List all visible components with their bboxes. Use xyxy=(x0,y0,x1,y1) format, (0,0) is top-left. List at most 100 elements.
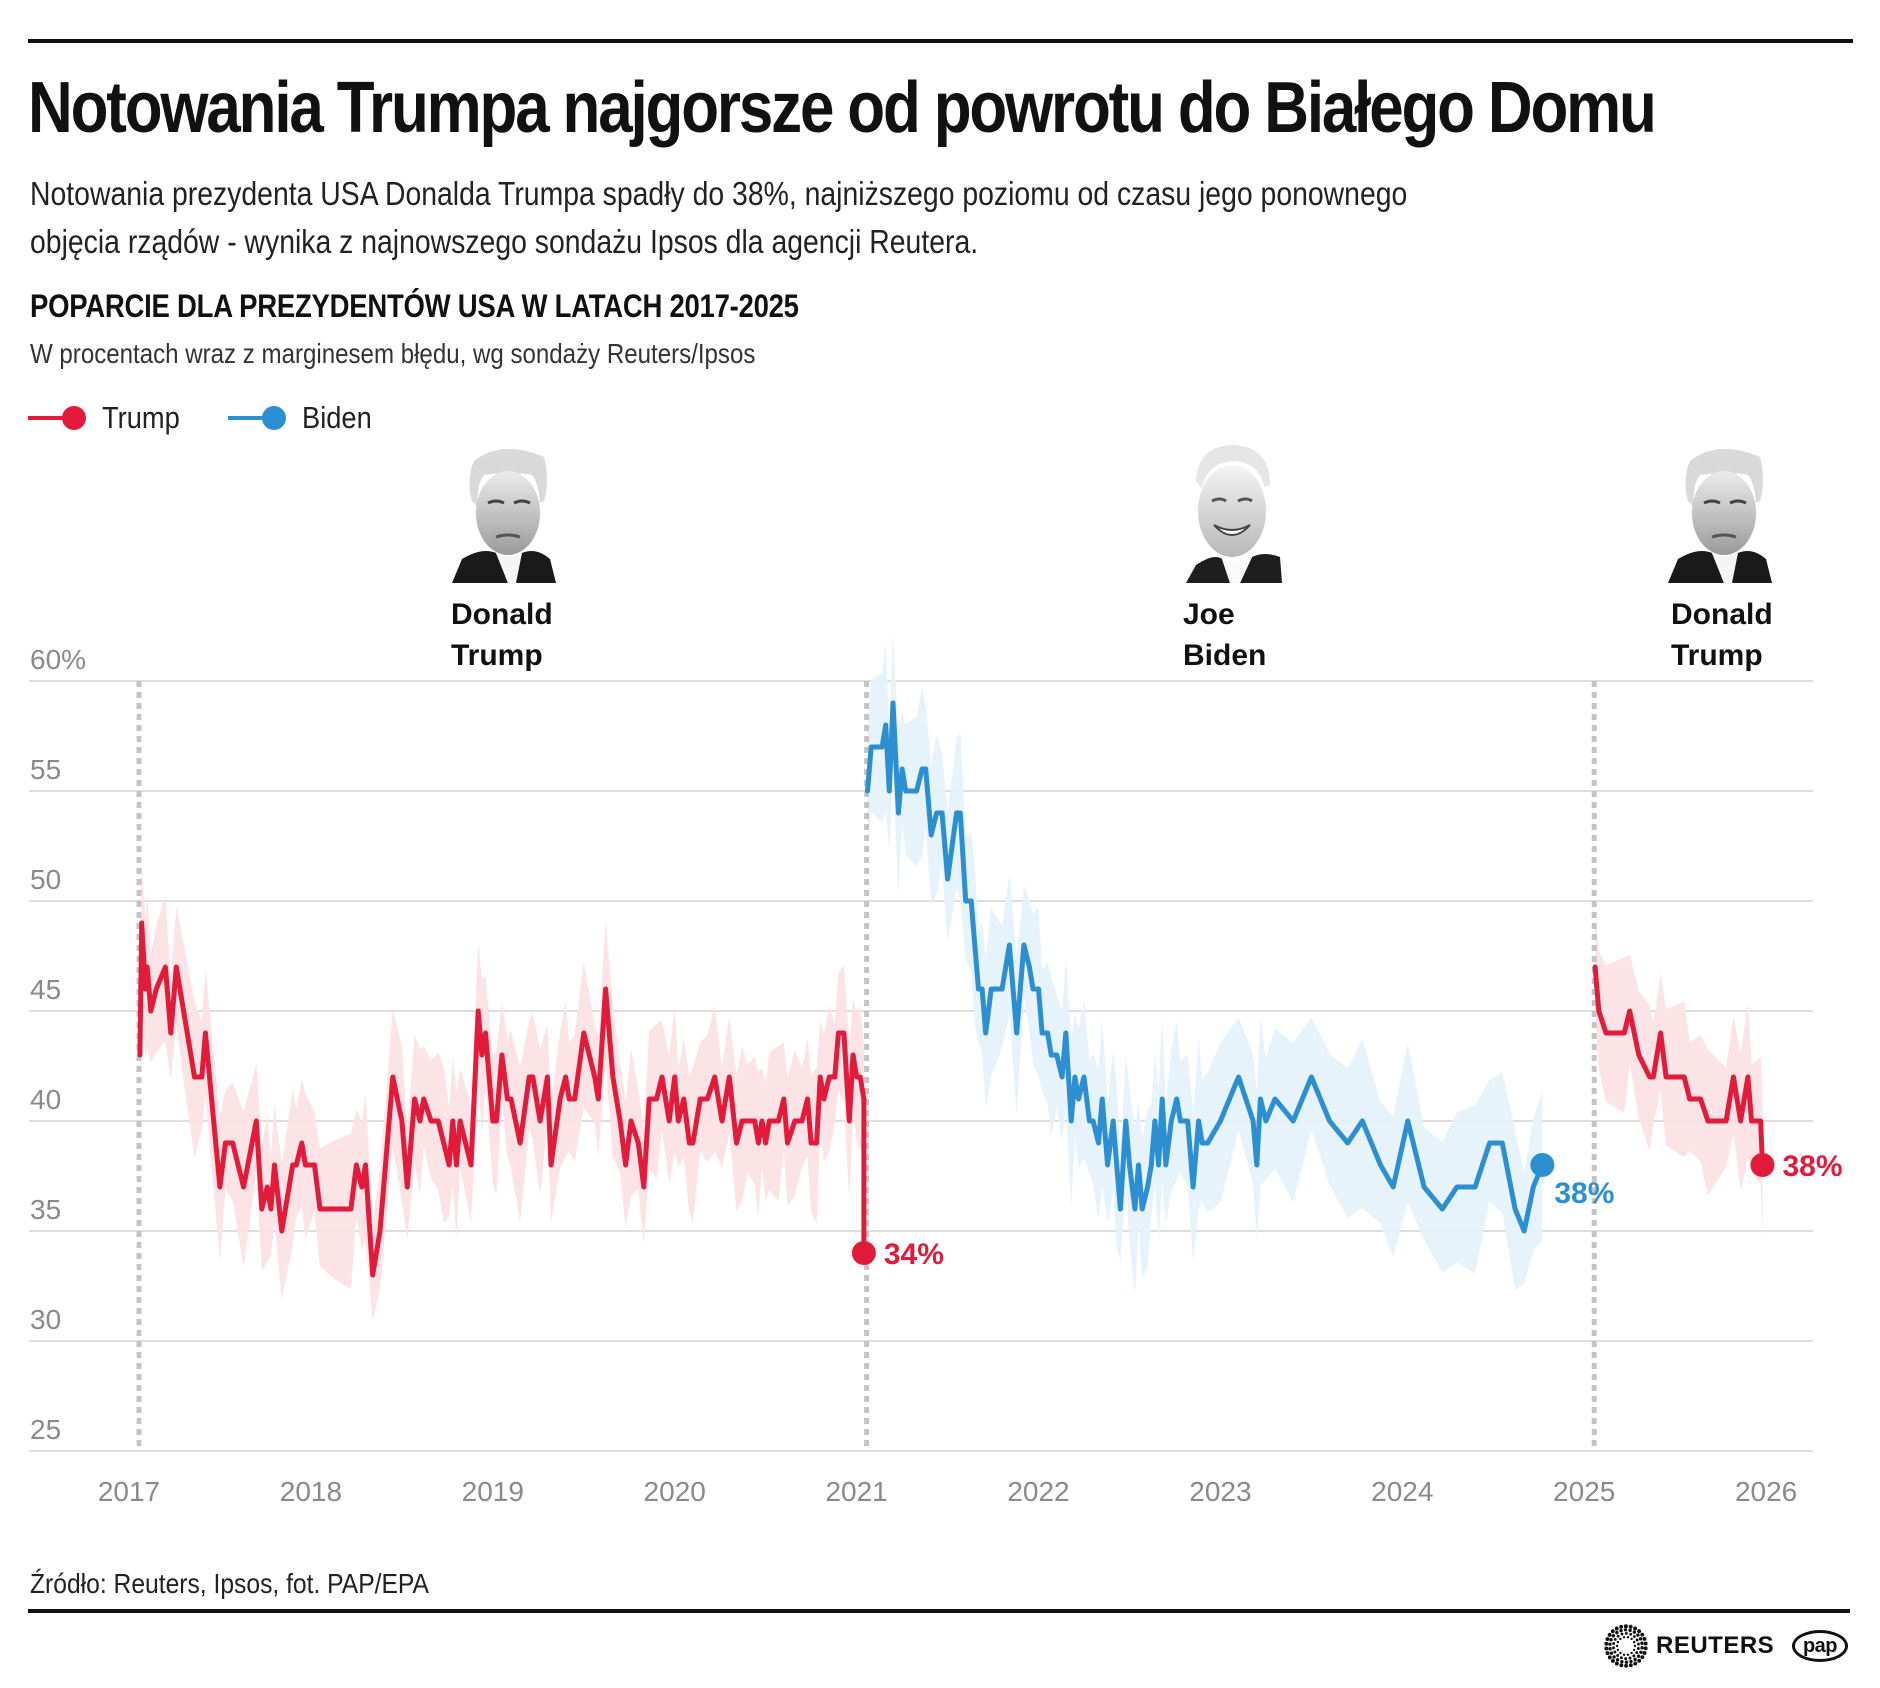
reuters-dot xyxy=(1612,1655,1616,1659)
reuters-dot xyxy=(1605,1651,1610,1656)
reuters-dot xyxy=(1636,1647,1640,1650)
reuters-dot xyxy=(1639,1650,1643,1655)
president-last-name: Trump xyxy=(1671,639,1763,672)
y-tick-label: 30 xyxy=(30,1304,61,1335)
y-tick-label: 55 xyxy=(30,754,61,785)
reuters-dot xyxy=(1643,1646,1648,1651)
reuters-dot xyxy=(1619,1624,1624,1629)
reuters-dot xyxy=(1624,1657,1628,1661)
top-rule xyxy=(28,39,1853,43)
reuters-dot xyxy=(1622,1653,1626,1656)
reuters-dot xyxy=(1604,1646,1609,1651)
reuters-dot xyxy=(1623,1628,1628,1632)
reuters-dot xyxy=(1620,1659,1624,1664)
president-label-trump-1: Donald Trump xyxy=(451,594,553,676)
reuters-dot xyxy=(1619,1637,1622,1641)
reuters-dot xyxy=(1636,1654,1641,1658)
subtitle-line-2: objęcia rządów - wynika z najnowszego so… xyxy=(30,223,979,260)
reuters-dot xyxy=(1613,1637,1617,1641)
reuters-dot xyxy=(1614,1626,1619,1631)
x-tick-label: 2018 xyxy=(280,1476,342,1507)
reuters-dot xyxy=(1615,1658,1620,1662)
reuters-dot xyxy=(1632,1654,1636,1658)
reuters-dot xyxy=(1623,1624,1628,1629)
reuters-dot xyxy=(1613,1650,1617,1654)
reuters-dot xyxy=(1633,1644,1637,1648)
error-band-biden xyxy=(867,632,1543,1296)
reuters-dot xyxy=(1624,1663,1629,1668)
error-band-trump xyxy=(139,862,864,1322)
reuters-dot xyxy=(1616,1640,1620,1644)
reuters-dot xyxy=(1629,1632,1633,1636)
reuters-dot xyxy=(1619,1628,1623,1633)
end-dot-trump xyxy=(1750,1153,1775,1177)
reuters-dot xyxy=(1629,1659,1633,1664)
reuters-dot xyxy=(1640,1646,1644,1650)
reuters-dot xyxy=(1616,1634,1620,1638)
reuters-dot xyxy=(1610,1658,1615,1663)
reuters-dot xyxy=(1614,1661,1619,1666)
reuters-dot xyxy=(1643,1641,1648,1646)
legend-item-trump: Trump xyxy=(28,400,190,436)
president-first-name: Joe xyxy=(1183,598,1235,631)
reuters-dot xyxy=(1626,1653,1630,1656)
reuters-dots-icon xyxy=(1604,1624,1648,1668)
president-last-name: Biden xyxy=(1183,639,1267,672)
reuters-dot xyxy=(1636,1633,1640,1637)
reuters-dot xyxy=(1637,1629,1642,1634)
reuters-dot xyxy=(1615,1630,1619,1635)
x-tick-label: 2021 xyxy=(825,1476,887,1507)
end-markers: 34% 38% 38% xyxy=(851,1150,1843,1271)
legend-item-biden: Biden xyxy=(228,400,381,436)
series-line-trump xyxy=(137,920,867,1278)
reuters-dot xyxy=(1620,1632,1624,1636)
y-tick-label: 60% xyxy=(30,644,86,675)
end-dot-trump xyxy=(851,1241,876,1265)
reuters-dot xyxy=(1609,1651,1614,1655)
reuters-dot xyxy=(1632,1640,1636,1644)
reuters-dot xyxy=(1640,1632,1645,1637)
reuters-dot xyxy=(1628,1656,1632,1660)
reuters-dot xyxy=(1635,1638,1639,1642)
source-note: Źródło: Reuters, Ipsos, fot. PAP/EPA xyxy=(30,1568,429,1599)
reuters-dot xyxy=(1605,1637,1610,1642)
reuters-dot xyxy=(1640,1641,1644,1645)
reuters-dot xyxy=(1630,1651,1633,1655)
reuters-dot xyxy=(1607,1655,1612,1660)
x-tick-label: 2026 xyxy=(1735,1476,1797,1507)
reuters-logo: REUTERS xyxy=(1604,1624,1774,1668)
reuters-dot xyxy=(1637,1642,1640,1646)
series-line-trump xyxy=(1592,964,1765,1168)
reuters-dot xyxy=(1622,1636,1626,1639)
reuters-dot xyxy=(1619,1651,1622,1655)
series-lines xyxy=(137,700,1765,1278)
headline: Notowania Trumpa najgorsze od powrotu do… xyxy=(28,68,1657,148)
trump-portrait-1 xyxy=(452,448,556,583)
subtitle-line-1: Notowania prezydenta USA Donalda Trumpa … xyxy=(30,175,1408,212)
x-tick-label: 2019 xyxy=(462,1476,524,1507)
reuters-dot xyxy=(1633,1661,1638,1666)
reuters-dot xyxy=(1608,1647,1612,1651)
trump-portrait-2 xyxy=(1668,448,1772,583)
y-tick-label: 50 xyxy=(30,864,61,895)
reuters-dot xyxy=(1626,1636,1630,1639)
inauguration-markers xyxy=(136,681,1597,1451)
reuters-dot xyxy=(1632,1635,1636,1639)
reuters-dot xyxy=(1628,1628,1632,1633)
reuters-dot xyxy=(1642,1650,1647,1655)
reuters-dot xyxy=(1619,1656,1623,1660)
reuters-dot xyxy=(1612,1646,1615,1650)
president-last-name: Trump xyxy=(451,639,543,672)
reuters-dot xyxy=(1608,1642,1612,1646)
x-tick-label: 2023 xyxy=(1189,1476,1251,1507)
reuters-dot xyxy=(1642,1636,1647,1641)
reuters-dot xyxy=(1619,1663,1624,1668)
reuters-dot xyxy=(1638,1637,1643,1641)
reuters-dot xyxy=(1624,1660,1629,1664)
reuters-dot xyxy=(1637,1658,1642,1663)
y-tick-label: 45 xyxy=(30,974,61,1005)
president-first-name: Donald xyxy=(1671,598,1773,631)
pap-logo: pap xyxy=(1792,1630,1848,1662)
legend-label-biden: Biden xyxy=(302,400,372,435)
